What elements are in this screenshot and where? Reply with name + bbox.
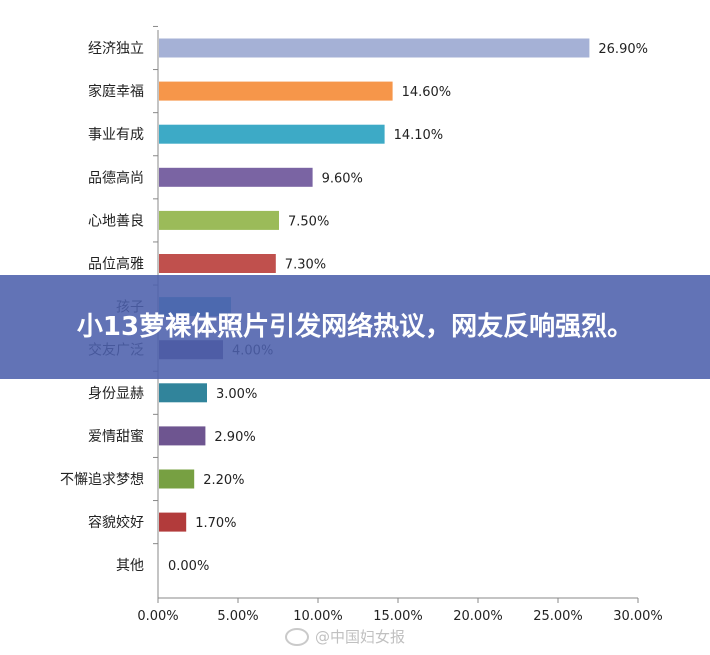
watermark-text: @中国妇女报 <box>315 628 406 646</box>
weibo-icon <box>285 627 309 646</box>
value-label: 0.00% <box>168 559 209 574</box>
value-label: 7.30% <box>285 258 326 273</box>
category-label: 心地善良 <box>88 213 144 229</box>
value-label: 14.60% <box>402 85 452 100</box>
value-label: 2.20% <box>203 473 244 488</box>
value-label: 9.60% <box>322 171 363 186</box>
headline-banner: 小13萝裸体照片引发网络热议，网友反响强烈。 <box>0 275 710 379</box>
x-tick-label: 15.00% <box>373 609 423 624</box>
x-tick-label: 25.00% <box>533 609 583 624</box>
bar <box>159 124 385 144</box>
x-tick-label: 0.00% <box>137 609 178 624</box>
value-label: 3.00% <box>216 387 257 402</box>
bar <box>159 512 187 532</box>
category-label: 品德高尚 <box>88 169 144 186</box>
bar <box>159 426 206 446</box>
bar <box>159 81 393 101</box>
x-tick-label: 10.00% <box>293 609 343 624</box>
bar <box>159 469 195 489</box>
x-tick-label: 5.00% <box>217 609 258 624</box>
category-label: 身份显赫 <box>88 386 144 402</box>
category-label: 家庭幸福 <box>88 83 144 100</box>
value-label: 1.70% <box>195 516 236 531</box>
value-label: 26.90% <box>598 42 648 57</box>
category-label: 品位高雅 <box>88 256 144 273</box>
category-label: 事业有成 <box>88 127 144 143</box>
category-label: 不懈追求梦想 <box>60 471 144 488</box>
bar <box>159 167 313 187</box>
category-label: 经济独立 <box>88 41 144 57</box>
bar <box>159 254 276 273</box>
bar <box>159 383 207 403</box>
category-label: 爱情甜蜜 <box>88 429 144 445</box>
x-tick-label: 30.00% <box>613 609 663 624</box>
category-label: 其他 <box>116 558 144 574</box>
bar <box>159 38 590 58</box>
x-tick-label: 20.00% <box>453 609 503 624</box>
value-label: 2.90% <box>214 430 255 445</box>
value-label: 14.10% <box>394 128 444 143</box>
value-label: 7.50% <box>288 214 329 229</box>
watermark: @中国妇女报 <box>285 626 405 647</box>
headline-text: 小13萝裸体照片引发网络热议，网友反响强烈。 <box>76 312 634 342</box>
bar <box>159 210 279 230</box>
category-label: 容貌姣好 <box>88 514 144 531</box>
